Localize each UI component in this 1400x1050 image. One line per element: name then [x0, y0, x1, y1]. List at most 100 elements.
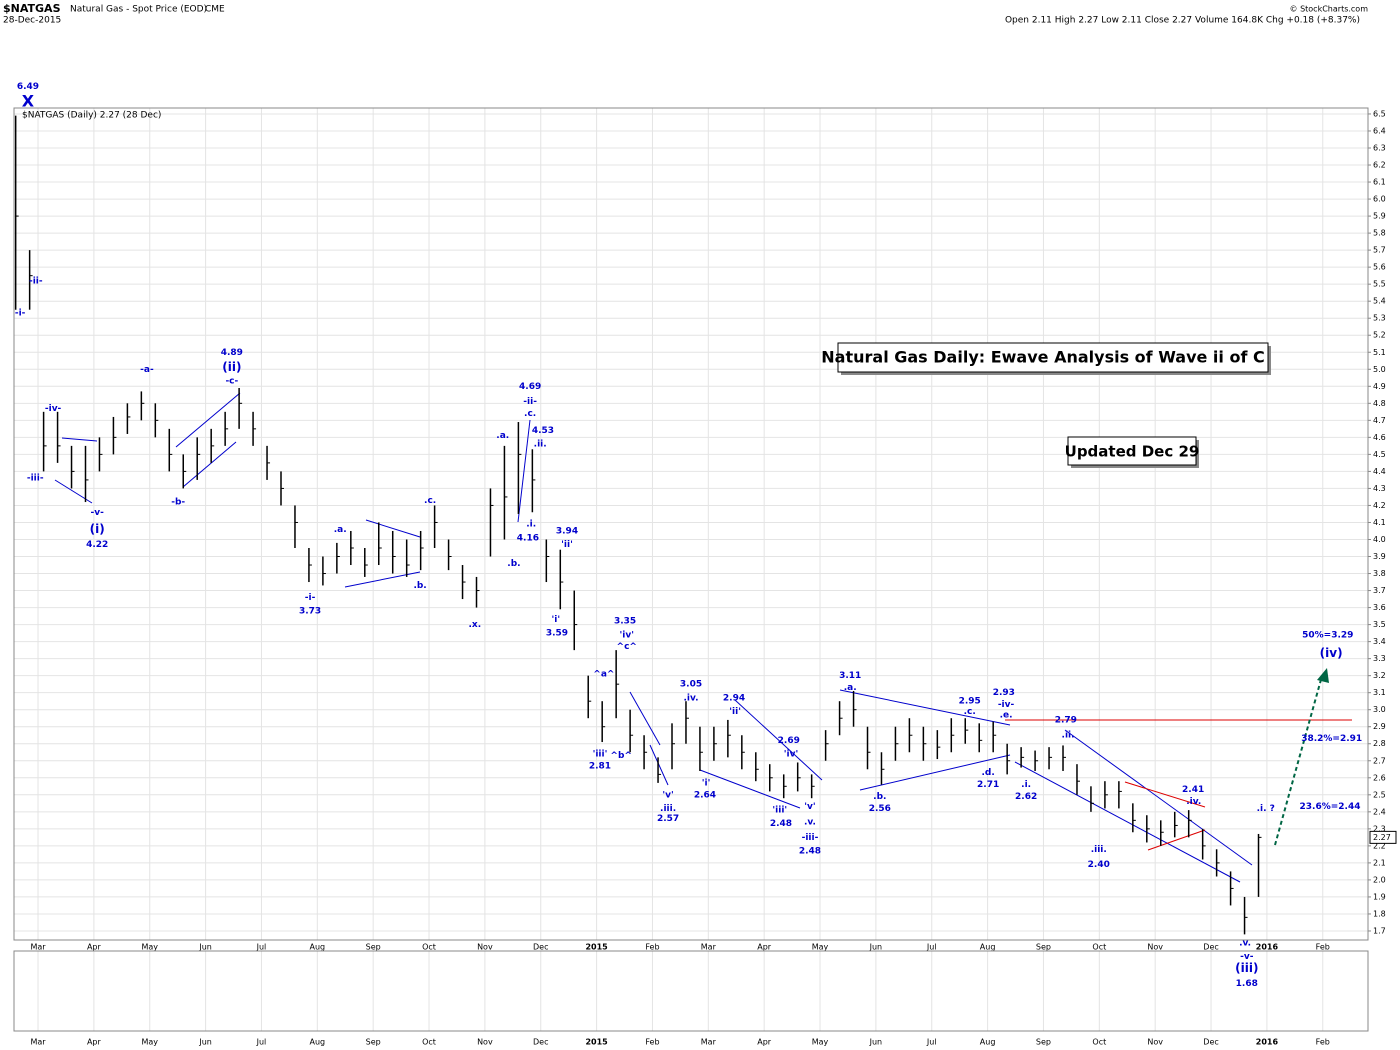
trend-line: [839, 689, 1011, 726]
y-tick-label: 5.3: [1373, 314, 1386, 323]
y-tick-label: 3.7: [1373, 586, 1386, 595]
x-tick-label: Nov: [477, 1038, 493, 1047]
x-tick-label: Feb: [1316, 943, 1330, 952]
wave-label: 2.57: [657, 814, 679, 824]
y-tick-label: 4.6: [1373, 433, 1386, 442]
wave-label: 'iii': [772, 806, 787, 816]
y-tick-label: 4.3: [1373, 484, 1386, 493]
y-tick-label: 5.4: [1373, 297, 1386, 306]
x-tick-label: Oct: [422, 943, 436, 952]
updated-box: [1067, 436, 1197, 466]
x-tick-label: Apr: [87, 1038, 102, 1047]
wave-label: 2.71: [977, 780, 999, 790]
wave-label: 2.94: [723, 693, 745, 703]
y-tick-label: 4.1: [1373, 518, 1386, 527]
wave-label: (iii): [1235, 961, 1258, 975]
y-tick-label: 1.7: [1373, 926, 1386, 935]
y-tick-label: 6.2: [1373, 161, 1386, 170]
x-tick-label: Apr: [87, 943, 102, 952]
x-tick-label: Aug: [980, 1038, 996, 1047]
y-tick-label: 5.8: [1373, 229, 1386, 238]
wave-label: 2.62: [1015, 792, 1037, 802]
y-tick-label: 6.4: [1373, 126, 1386, 135]
y-tick-label: 2.5: [1373, 790, 1386, 799]
title-box: [837, 342, 1269, 373]
wave-label: 'v': [662, 790, 673, 800]
y-tick-label: 6.3: [1373, 144, 1386, 153]
exchange: CME: [205, 5, 225, 15]
y-tick-label: 2.7: [1373, 756, 1386, 765]
x-tick-label: Jul: [926, 1038, 937, 1047]
y-tick-label: 3.4: [1373, 637, 1386, 646]
wave-label: .a.: [496, 431, 509, 441]
x-tick-label: Mar: [30, 943, 46, 952]
x-tick-label: 2016: [1256, 1038, 1279, 1047]
trend-line: [1124, 781, 1206, 808]
wave-label: 4.16: [517, 533, 539, 543]
wave-label: 'ii': [561, 540, 573, 550]
x-tick-label: Oct: [422, 1038, 436, 1047]
y-tick-label: 5.9: [1373, 212, 1386, 221]
wave-label: .iii.: [1091, 845, 1107, 855]
wave-label: 'v': [804, 802, 815, 812]
x-tick-label: Jun: [198, 943, 212, 952]
wave-label: 2.56: [869, 804, 891, 814]
wave-label: ^b^: [610, 751, 632, 761]
wave-label: 3.05: [680, 680, 702, 690]
wave-label: .d.: [982, 768, 995, 778]
wave-label: 2.69: [778, 736, 800, 746]
symbol: $NATGAS: [3, 2, 61, 15]
wave-label: 2.64: [694, 790, 716, 800]
y-tick-label: 6.0: [1373, 195, 1386, 204]
wave-label: 50%=3.29: [1302, 630, 1353, 640]
wave-label: 23.6%=2.44: [1300, 802, 1361, 812]
x-tick-label: May: [812, 943, 829, 952]
y-tick-label: 2.9: [1373, 722, 1386, 731]
x-tick-label: Nov: [1147, 943, 1163, 952]
wave-label: -iii-: [27, 474, 44, 484]
wave-label: .i.: [526, 520, 536, 530]
wave-label: 4.53: [532, 426, 554, 436]
wave-label: 2.41: [1182, 785, 1204, 795]
trend-line: [1147, 829, 1206, 851]
wave-label: .iv.: [683, 693, 698, 703]
y-tick-label: 2.8: [1373, 739, 1386, 748]
box-text: Natural Gas Daily: Ewave Analysis of Wav…: [821, 348, 1264, 367]
x-tick-label: Jun: [869, 1038, 883, 1047]
y-tick-label: 4.4: [1373, 467, 1386, 476]
trend-line: [175, 392, 241, 448]
y-tick-label: 2.0: [1373, 875, 1386, 884]
wave-label: 'iv': [784, 749, 798, 759]
y-tick-label: 2.4: [1373, 807, 1386, 816]
x-tick-label: 2015: [585, 1038, 608, 1047]
wave-label: .ii.: [1062, 731, 1075, 741]
chart-title: Natural Gas - Spot Price (EOD): [70, 5, 207, 15]
lower-panel: [13, 950, 1369, 1032]
x-tick-label: Sep: [1036, 943, 1051, 952]
x-tick-label: Feb: [1316, 1038, 1330, 1047]
wave-label: .i.: [1021, 780, 1031, 790]
wave-label: ^c^: [617, 642, 637, 652]
x-tick-label: Jun: [198, 1038, 212, 1047]
x-tick-label: Mar: [30, 1038, 46, 1047]
trend-line: [629, 691, 661, 746]
wave-label: -iii-: [802, 833, 819, 843]
trend-lines: [54, 392, 1352, 883]
trend-line: [61, 437, 98, 442]
x-tick-label: May: [812, 1038, 829, 1047]
y-tick-label: 3.0: [1373, 705, 1386, 714]
wave-label: 2.93: [993, 688, 1015, 698]
y-tick-label: 4.8: [1373, 399, 1386, 408]
x-tick-label: May: [141, 943, 158, 952]
x-tick-label: Aug: [980, 943, 996, 952]
wave-label: 'ii': [729, 707, 741, 717]
x-tick-label: Apr: [757, 1038, 772, 1047]
x-tick-label: Oct: [1092, 1038, 1106, 1047]
x-tick-label: Jul: [256, 1038, 267, 1047]
wave-label: -i-: [15, 309, 26, 319]
y-tick-label: 6.1: [1373, 178, 1386, 187]
trend-line: [182, 441, 237, 488]
wave-label: ^a^: [593, 669, 614, 679]
